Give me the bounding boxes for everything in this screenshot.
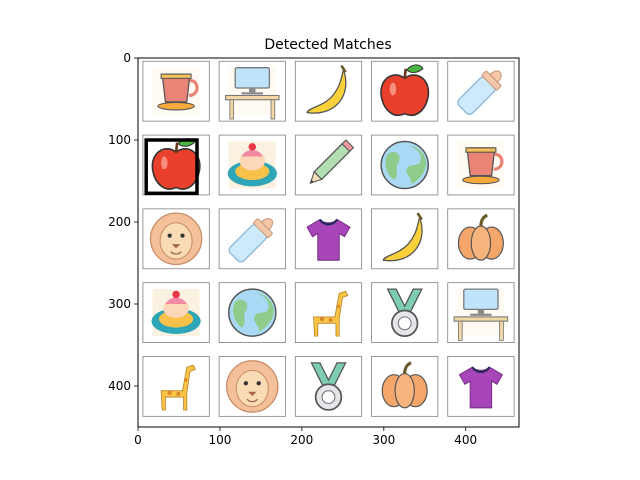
tshirt-icon — [456, 361, 506, 411]
tile-banana — [294, 60, 363, 122]
cake-icon — [227, 141, 277, 189]
lion-icon — [149, 212, 203, 266]
x-tick-label: 0 — [134, 433, 142, 447]
tile-medal — [371, 282, 439, 343]
tile-lion — [142, 208, 210, 270]
banana-icon — [303, 64, 354, 117]
tile-tshirt — [447, 356, 515, 417]
x-tick-label: 400 — [454, 433, 477, 447]
giraffe-icon — [304, 288, 353, 337]
baby-bottle-icon — [454, 63, 509, 118]
pumpkin-icon — [379, 361, 430, 412]
x-axis: 0 100 200 300 400 — [134, 427, 477, 447]
match-highlight-box — [144, 138, 199, 196]
tile-lion — [218, 356, 286, 417]
tile-teacup — [142, 60, 210, 122]
tile-globe — [371, 134, 439, 196]
tile-giraffe — [294, 282, 363, 343]
tile-banana — [371, 208, 439, 270]
y-tick-label: 100 — [108, 133, 131, 147]
tile-pumpkin — [371, 356, 439, 417]
tile-cake — [218, 134, 286, 196]
chart-title: Detected Matches — [264, 37, 391, 53]
tile-giraffe — [142, 356, 210, 417]
lion-icon — [226, 360, 279, 413]
x-tick-label: 200 — [290, 433, 313, 447]
x-tick-label: 300 — [372, 433, 395, 447]
cake-icon — [151, 289, 201, 337]
apple-icon — [379, 63, 430, 117]
x-tick-label: 100 — [208, 433, 231, 447]
tile-apple — [371, 60, 439, 122]
banana-icon — [379, 211, 430, 264]
tile-baby-bottle — [447, 60, 515, 122]
tile-pumpkin — [447, 208, 515, 270]
y-tick-label: 400 — [108, 379, 131, 393]
tile-teacup — [447, 134, 515, 196]
medal-icon — [380, 288, 430, 337]
teacup-icon — [150, 66, 202, 117]
axes-frame — [137, 57, 520, 428]
medal-icon — [304, 362, 353, 411]
y-tick-label: 300 — [108, 297, 131, 311]
highlight-layer — [144, 138, 199, 196]
globe-icon — [380, 140, 429, 190]
tiles-layer — [142, 60, 515, 417]
baby-bottle-icon — [225, 211, 280, 266]
tile-desk-computer — [218, 60, 286, 122]
pencil-icon — [304, 139, 355, 190]
tile-desk-computer — [447, 282, 515, 343]
tile-cake — [142, 282, 210, 343]
tile-apple — [142, 134, 210, 196]
tile-globe — [218, 282, 286, 343]
y-tick-label: 0 — [123, 51, 131, 65]
desk-computer-icon — [224, 67, 280, 120]
globe-icon — [228, 288, 277, 337]
tile-pencil — [294, 134, 363, 196]
pumpkin-icon — [455, 213, 507, 264]
tile-tshirt — [294, 208, 363, 270]
y-tick-label: 200 — [108, 215, 131, 229]
tile-medal — [294, 356, 363, 417]
teacup-icon — [455, 139, 507, 191]
desk-computer-icon — [453, 288, 509, 342]
tshirt-icon — [303, 214, 354, 264]
tile-baby-bottle — [218, 208, 286, 270]
apple-icon — [151, 137, 202, 191]
y-axis: 0 100 200 300 400 — [108, 51, 138, 393]
giraffe-icon — [152, 362, 201, 411]
plot-area — [137, 57, 520, 428]
